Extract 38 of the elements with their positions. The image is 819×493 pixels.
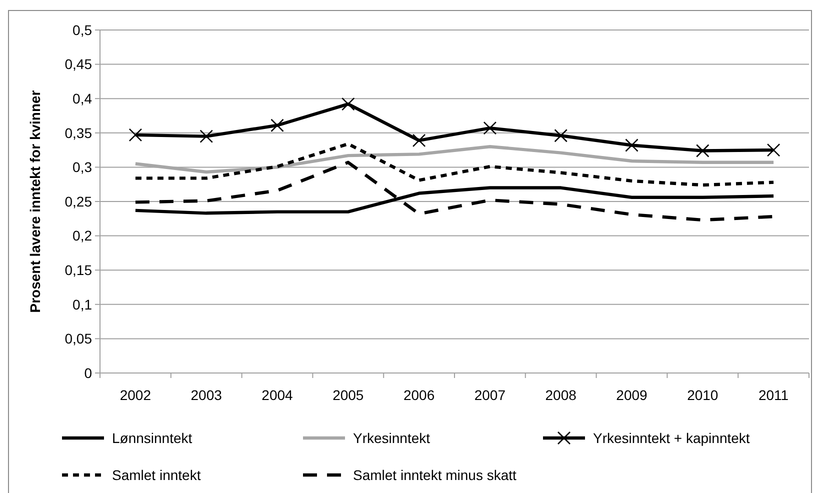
x-tick-label: 2005 <box>332 387 364 403</box>
legend-label: Samlet inntekt minus skatt <box>353 466 517 483</box>
legend-label: Samlet inntekt <box>112 466 201 483</box>
x-tick-label: 2002 <box>120 387 152 403</box>
y-tick-label: 0,25 <box>64 193 92 210</box>
x-tick-label: 2006 <box>403 387 435 403</box>
x-tick-label: 2010 <box>687 387 718 403</box>
point <box>625 138 638 152</box>
legend-label: Yrkesinntekt <box>353 430 430 446</box>
y-tick-label: 0,45 <box>64 56 92 72</box>
x-tick-label: 2009 <box>616 387 648 403</box>
point <box>483 121 497 135</box>
x-tick-label: 2008 <box>545 387 577 403</box>
y-tick-label: 0,05 <box>64 330 92 347</box>
point <box>696 144 710 158</box>
point <box>766 143 780 157</box>
y-tick-label: 0,3 <box>72 159 92 176</box>
y-tick-label: 0,35 <box>64 124 92 141</box>
y-tick-label: 0,15 <box>64 262 92 278</box>
x-tick-label: 2003 <box>190 387 222 403</box>
point <box>200 130 213 143</box>
y-tick-label: 0 <box>84 364 92 381</box>
point <box>342 97 355 111</box>
line-series <box>134 142 776 187</box>
y-tick-label: 0,2 <box>72 228 92 244</box>
y-tick-label: 0,5 <box>72 22 92 38</box>
x-tick-label: 2007 <box>474 387 506 403</box>
point <box>128 128 142 142</box>
point <box>554 128 568 142</box>
legend-label: Lønnsinntekt <box>112 430 192 446</box>
point <box>412 134 426 148</box>
x-tick-label: 2004 <box>262 387 294 403</box>
legend-label: Yrkesinntekt + kapinntekt <box>593 430 750 446</box>
y-tick-label: 0,1 <box>72 296 92 312</box>
x-tick-label: 2011 <box>758 387 789 403</box>
y-axis-title: Prosent lavere inntekt for kvinner <box>27 90 43 313</box>
y-tick-label: 0,4 <box>72 90 92 106</box>
point <box>270 118 284 132</box>
